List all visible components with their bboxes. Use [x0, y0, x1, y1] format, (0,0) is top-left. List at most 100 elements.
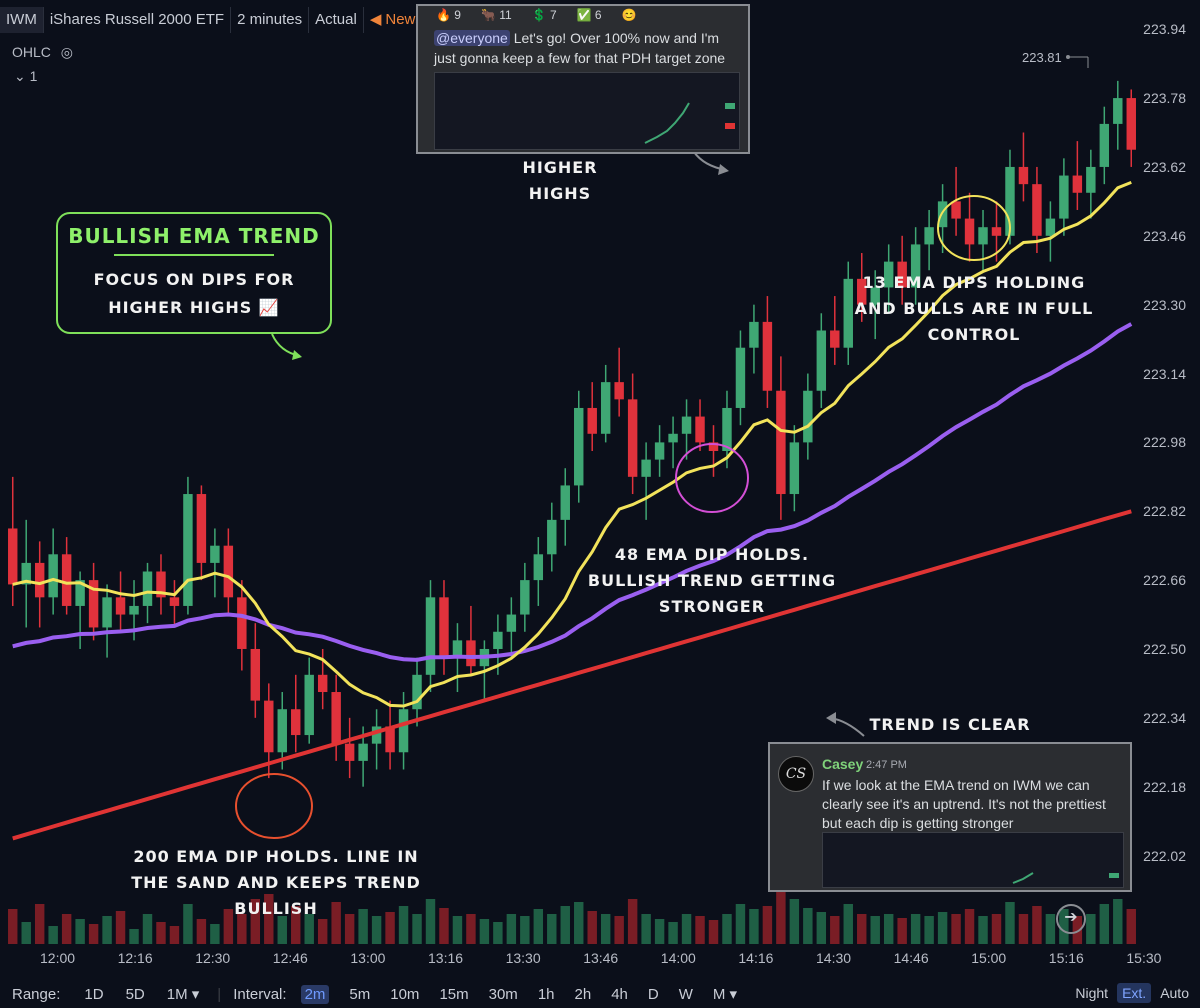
interval-label-bottom: Interval: — [233, 985, 287, 1003]
volume-bar — [924, 916, 934, 944]
interval-2m[interactable]: 2m — [300, 984, 330, 1004]
interval-4h[interactable]: 4h — [611, 985, 628, 1003]
message-top-text: @everyone Let's go! Over 100% now and I'… — [434, 30, 726, 66]
candle — [371, 709, 382, 770]
time-tick: 13:46 — [583, 950, 619, 966]
volume-bar — [61, 914, 72, 944]
mention[interactable]: @everyone — [434, 30, 510, 46]
price-tick: 223.14 — [1143, 365, 1186, 382]
chart-thumbnail[interactable] — [434, 72, 740, 150]
interval-w[interactable]: W — [678, 985, 693, 1003]
pane-collapse[interactable]: ⌄ 1 — [14, 68, 38, 84]
reaction-fire[interactable]: 🔥 9 — [436, 8, 461, 22]
ext-button[interactable]: Ext. — [1117, 983, 1152, 1003]
ema48-note: 48 EMA DIP HOLDS. BULLISH TREND GETTING … — [587, 545, 837, 616]
volume-bar — [8, 909, 18, 944]
candle — [587, 382, 597, 451]
volume-bar — [1099, 904, 1110, 944]
volume-bar — [600, 914, 611, 944]
chevron-down-icon: ⌄ — [14, 68, 26, 84]
volume-bar — [897, 918, 907, 944]
candle — [870, 270, 880, 340]
price-tick: 222.34 — [1143, 709, 1186, 726]
higher-highs-note: HIGHER HIGHS — [522, 158, 598, 203]
volume-bar — [129, 929, 139, 944]
candle — [250, 623, 261, 718]
reaction-smile[interactable]: 😊 — [621, 8, 637, 22]
message-time: 2:47 PM — [866, 759, 907, 771]
reaction-dollar[interactable]: 💲 7 — [531, 8, 557, 22]
candle — [843, 261, 853, 365]
volume-bar — [910, 914, 921, 944]
time-tick: 12:46 — [272, 950, 308, 966]
avatar[interactable]: CS — [778, 756, 814, 792]
ohlc-legend[interactable]: OHLC ◎ — [12, 44, 74, 60]
candle — [344, 717, 355, 779]
time-tick: 14:30 — [816, 950, 852, 966]
interval-15m[interactable]: 15m — [439, 985, 469, 1003]
auto-button[interactable]: Auto — [1160, 985, 1189, 1001]
ema200-note: 200 EMA DIP HOLDS. LINE IN THE SAND AND … — [131, 847, 421, 918]
volume-bar — [223, 909, 234, 944]
candle — [803, 373, 813, 460]
interval-1h[interactable]: 1h — [537, 985, 555, 1003]
candle — [425, 580, 436, 693]
interval-2h[interactable]: 2h — [574, 985, 592, 1003]
volume-bar — [398, 906, 409, 944]
candle — [237, 580, 247, 671]
range-5d[interactable]: 5D — [125, 985, 145, 1003]
volume-bar — [1018, 914, 1029, 944]
candle — [331, 674, 341, 761]
price-tick: 223.46 — [1143, 227, 1186, 244]
volume-bar — [88, 924, 99, 944]
volume-bar — [452, 916, 463, 944]
candle — [1018, 132, 1029, 202]
interval-10m[interactable]: 10m — [390, 985, 420, 1003]
candle — [210, 528, 220, 598]
eye-off-icon[interactable]: ◎ — [60, 44, 74, 60]
night-button[interactable]: Night — [1075, 985, 1109, 1001]
candle — [21, 519, 31, 628]
price-tick: 223.62 — [1143, 158, 1186, 175]
candle — [1086, 149, 1096, 219]
interval-30m[interactable]: 30m — [488, 985, 518, 1003]
thumbnail-chart — [644, 102, 735, 144]
candle — [789, 425, 800, 512]
scroll-to-realtime-button[interactable]: ➔ — [1056, 904, 1086, 934]
interval-5m[interactable]: 5m — [349, 985, 371, 1003]
volume-bar — [641, 914, 651, 944]
reaction-check[interactable]: ✅ 6 — [576, 8, 602, 22]
candle — [937, 184, 948, 254]
symbol-name: iShares Russell 2000 ETF — [44, 7, 232, 33]
thumbnail-chart-2 — [1012, 872, 1119, 884]
candle — [924, 209, 934, 271]
volume-bar — [614, 916, 624, 944]
time-tick: 14:00 — [660, 950, 696, 966]
interval-m[interactable]: M ▾ — [712, 986, 738, 1003]
volume-bar — [75, 919, 85, 944]
candle — [48, 528, 58, 615]
symbol-label[interactable]: IWM — [0, 7, 44, 33]
volume-bar — [816, 912, 827, 944]
volume-bar — [466, 914, 476, 944]
reaction-bull[interactable]: 🐂 11 — [480, 8, 512, 22]
volume-bar — [708, 920, 719, 944]
interval-d[interactable]: D — [647, 985, 659, 1003]
volume-bar — [210, 924, 220, 944]
candle — [1113, 80, 1123, 150]
volume-bar — [115, 911, 126, 944]
candle — [978, 209, 988, 271]
volume-bar — [264, 894, 274, 944]
author-name[interactable]: Casey — [822, 756, 864, 772]
message-bottom-text: If we look at the EMA trend on IWM we ca… — [822, 777, 1106, 831]
mode-label[interactable]: Actual — [309, 7, 364, 33]
volume-bar — [1045, 914, 1056, 944]
chart-thumbnail-2[interactable] — [822, 832, 1124, 888]
candle — [951, 166, 961, 236]
volume-bar — [21, 922, 31, 944]
volume-bar — [506, 914, 517, 944]
range-1m[interactable]: 1M ▾ — [166, 986, 200, 1003]
candle — [574, 390, 584, 503]
range-1d[interactable]: 1D — [84, 985, 104, 1003]
